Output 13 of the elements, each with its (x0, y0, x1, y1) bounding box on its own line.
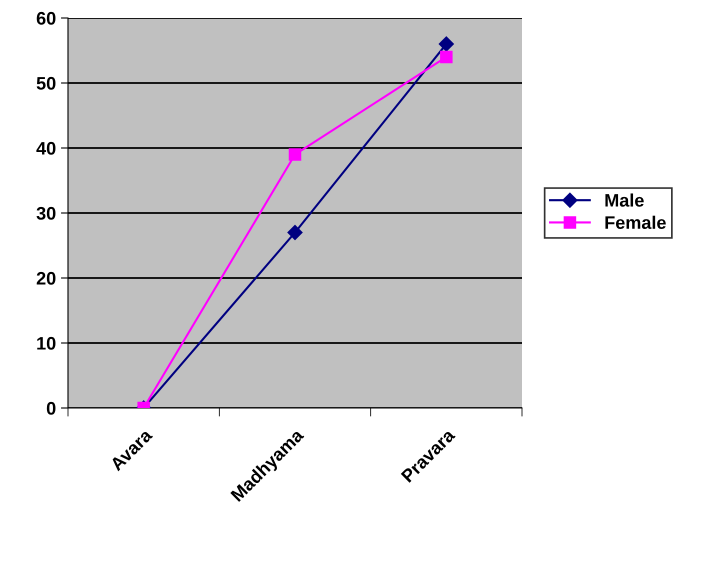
legend-label: Female (605, 216, 666, 229)
point (440, 50, 453, 64)
point (288, 148, 302, 161)
y-tick-label: 20 (36, 272, 56, 285)
y-tick-label: 40 (36, 142, 56, 155)
y-tick-label: 60 (36, 12, 56, 25)
y-tick-label: 0 (46, 402, 56, 415)
y-tick-label: 10 (37, 336, 56, 350)
point (438, 36, 454, 52)
legend-label: Male (605, 193, 644, 207)
y-tick-label: 30 (36, 206, 56, 220)
point (287, 224, 303, 240)
y-tick-label: 50 (36, 76, 56, 90)
